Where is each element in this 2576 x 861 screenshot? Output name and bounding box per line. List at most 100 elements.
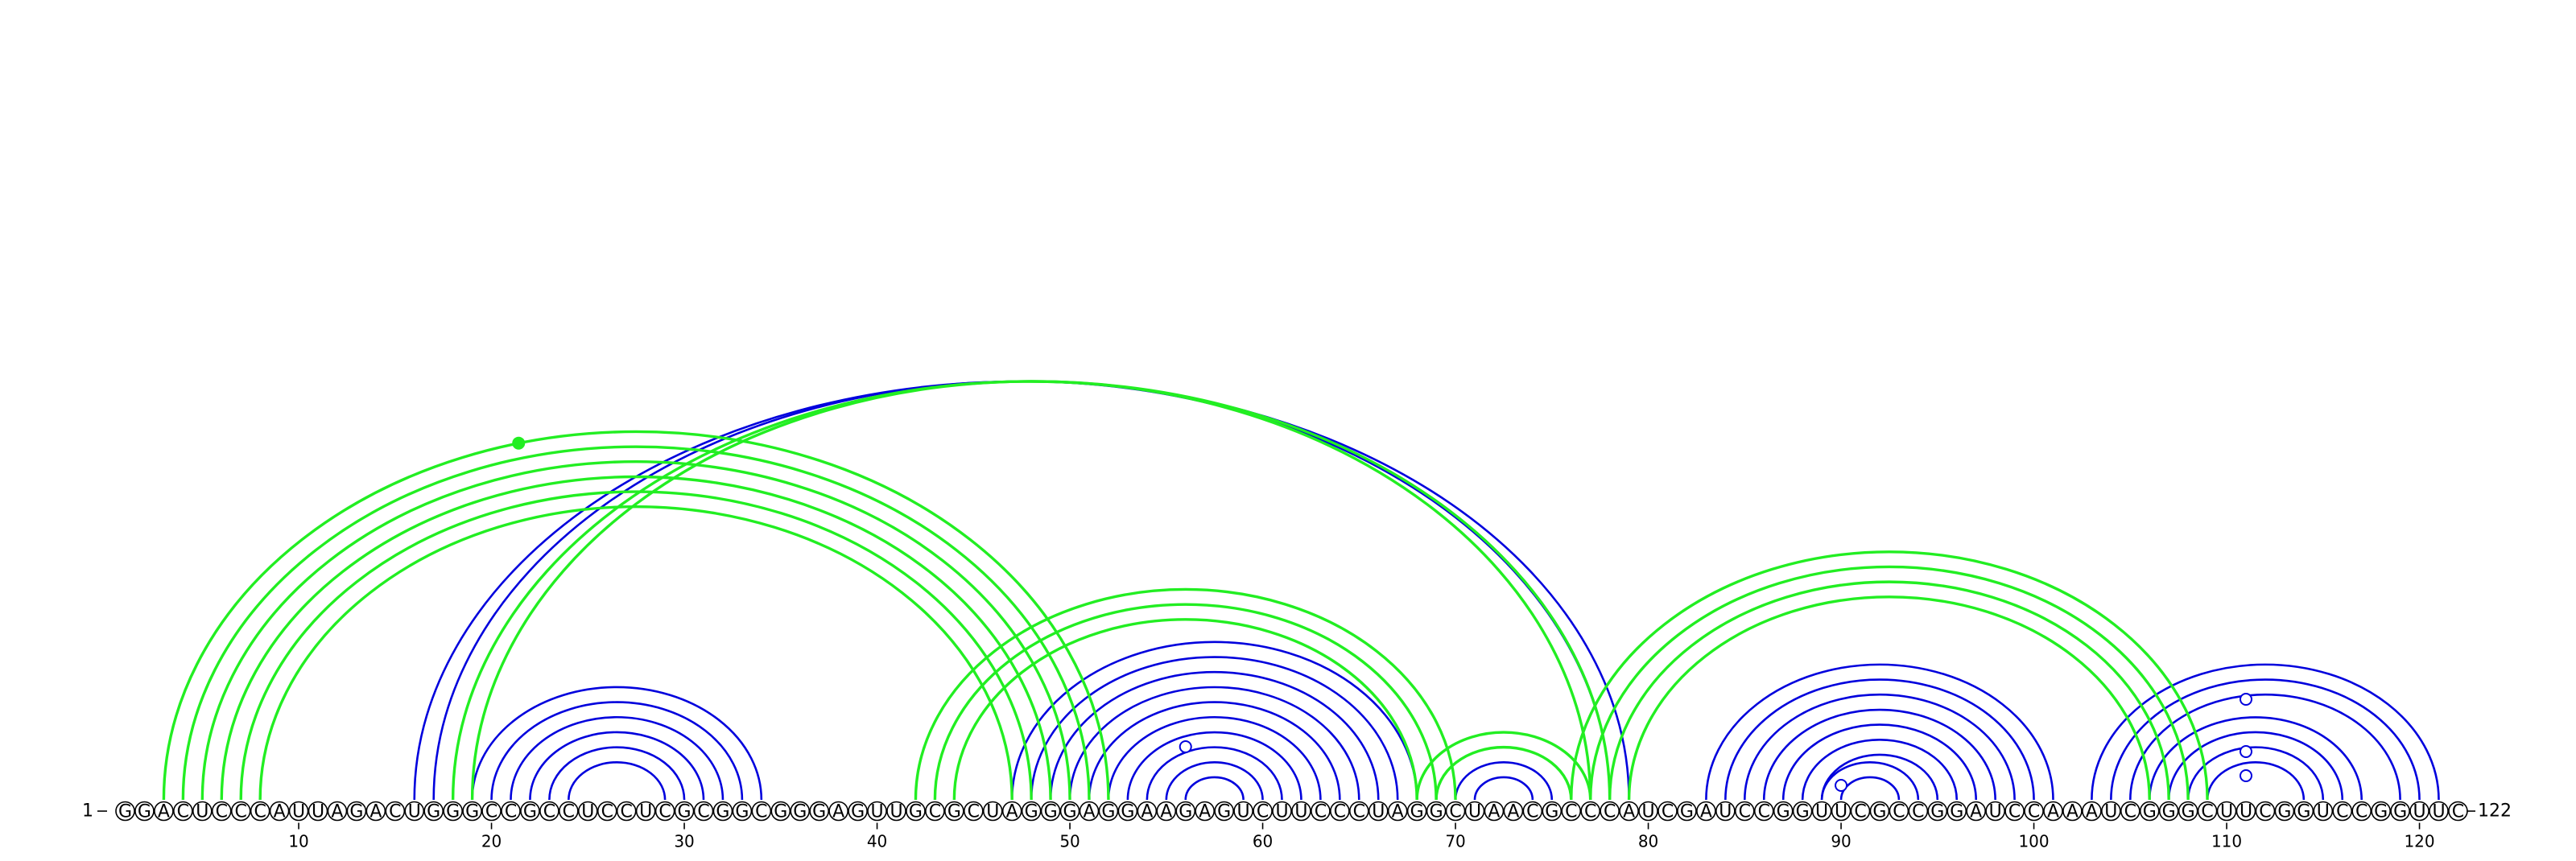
- nucleotide: G: [520, 801, 540, 822]
- nucleotide: C: [1735, 801, 1755, 822]
- nucleotide-letter: U: [408, 802, 421, 822]
- nucleotide-letter: C: [2355, 802, 2368, 822]
- nucleotide: U: [2235, 801, 2256, 822]
- nucleotide-letter: G: [1930, 802, 1944, 822]
- nucleotide-letter: A: [2066, 802, 2079, 822]
- nucleotide-circle: [2371, 801, 2391, 822]
- nucleotide-circle: [1850, 801, 1871, 822]
- nucleotide-circle: [616, 801, 637, 822]
- green-base-pair-arc: [1570, 550, 2209, 801]
- nucleotide: G: [809, 801, 830, 822]
- nucleotide-circle: [1889, 801, 1909, 822]
- nucleotide: A: [1156, 801, 1177, 822]
- nucleotide-letter: U: [1989, 802, 2002, 822]
- nucleotide: A: [1001, 801, 1022, 822]
- nucleotide: U: [1638, 801, 1658, 822]
- nucleotide: C: [693, 801, 714, 822]
- nucleotide-letter: U: [2240, 802, 2252, 822]
- nucleotide-letter: A: [2047, 802, 2059, 822]
- nucleotide-circle: [365, 801, 386, 822]
- nucleotide: G: [1869, 801, 1890, 822]
- nucleotide-circle: [423, 801, 444, 822]
- green-base-pair-arc: [162, 430, 1110, 801]
- nucleotide-circle: [2062, 801, 2083, 822]
- nucleotide-letter: A: [274, 802, 286, 822]
- nucleotide: G: [1426, 801, 1447, 822]
- nucleotide: G: [1214, 801, 1234, 822]
- nucleotide-letter: C: [755, 802, 767, 822]
- nucleotide: A: [1387, 801, 1408, 822]
- tick-label: 50: [1059, 832, 1080, 851]
- nucleotide: A: [1195, 801, 1215, 822]
- nucleotide: C: [173, 801, 193, 822]
- nucleotide: U: [867, 801, 887, 822]
- axis-tick: 70: [1445, 822, 1466, 851]
- nucleotide-circle: [327, 801, 348, 822]
- nucleotide: G: [944, 801, 964, 822]
- nucleotide: G: [1773, 801, 1794, 822]
- nucleotide-letter: G: [427, 802, 440, 822]
- axis-tick: 90: [1831, 822, 1852, 851]
- nucleotide: C: [1600, 801, 1620, 822]
- nucleotide-letter: C: [1353, 802, 1365, 822]
- nucleotide-circle: [809, 801, 830, 822]
- nucleotide-circle: [2409, 801, 2429, 822]
- nucleotide-circle: [192, 801, 213, 822]
- nucleotide: C: [1349, 801, 1369, 822]
- arc-marker-circle: [2240, 693, 2252, 706]
- nucleotide-letter: U: [292, 802, 305, 822]
- nucleotide: A: [327, 801, 348, 822]
- axis-tick: 20: [481, 822, 502, 851]
- nucleotide: U: [1291, 801, 1311, 822]
- nucleotide-circle: [1021, 801, 1042, 822]
- nucleotide: G: [1792, 801, 1813, 822]
- nucleotide-letter: C: [563, 802, 575, 822]
- arc-marker-circle: [1179, 740, 1192, 753]
- nucleotide-letter: A: [1199, 802, 1211, 822]
- nucleotide-letter: A: [832, 802, 844, 822]
- nucleotide: C: [1330, 801, 1350, 822]
- nucleotide-letter: G: [851, 802, 865, 822]
- nucleotide-letter: G: [1796, 802, 1810, 822]
- nucleotide-circle: [443, 801, 463, 822]
- nucleotide-circle: [693, 801, 714, 822]
- nucleotide-letter: C: [389, 802, 401, 822]
- nucleotide-circle: [2255, 801, 2276, 822]
- blue-base-pair-arc: [1705, 663, 2054, 801]
- nucleotide-circle: [925, 801, 945, 822]
- nucleotide-letter: G: [1025, 802, 1038, 822]
- nucleotide-circle: [1291, 801, 1311, 822]
- nucleotide: G: [1542, 801, 1563, 822]
- nucleotide-circle: [1946, 801, 1967, 822]
- tick-label: 10: [288, 832, 308, 851]
- nucleotide-circle: [2004, 801, 2025, 822]
- nucleotide-letter: U: [890, 802, 902, 822]
- nucleotide-circle: [1503, 801, 1524, 822]
- nucleotide-letter: U: [1641, 802, 1654, 822]
- nucleotide: G: [906, 801, 926, 822]
- nucleotide-letter: U: [1294, 802, 1307, 822]
- markers-layer: [512, 436, 2252, 792]
- nucleotide-letter: G: [2393, 802, 2407, 822]
- nucleotide-letter: C: [1912, 802, 1924, 822]
- nucleotide-letter: G: [523, 802, 537, 822]
- nucleotide: C: [1889, 801, 1909, 822]
- nucleotide-letter: G: [1872, 802, 1886, 822]
- nucleotide-circle: [2120, 801, 2140, 822]
- nucleotide-circle: [1253, 801, 1273, 822]
- nucleotide-circle: [848, 801, 868, 822]
- nucleotide-letter: C: [1526, 802, 1538, 822]
- nucleotide: C: [230, 801, 251, 822]
- nucleotide-circle: [115, 801, 135, 822]
- nucleotide-circle: [1600, 801, 1620, 822]
- nucleotide-circle: [481, 801, 502, 822]
- nucleotide-circle: [2043, 801, 2063, 822]
- nucleotide-letter: G: [812, 802, 826, 822]
- nucleotide-letter: C: [485, 802, 497, 822]
- nucleotide-circle: [2429, 801, 2449, 822]
- nucleotide-circle: [1156, 801, 1177, 822]
- nucleotide: U: [1985, 801, 2005, 822]
- tick-label: 30: [674, 832, 694, 851]
- blue-base-pair-arc: [1146, 746, 1283, 801]
